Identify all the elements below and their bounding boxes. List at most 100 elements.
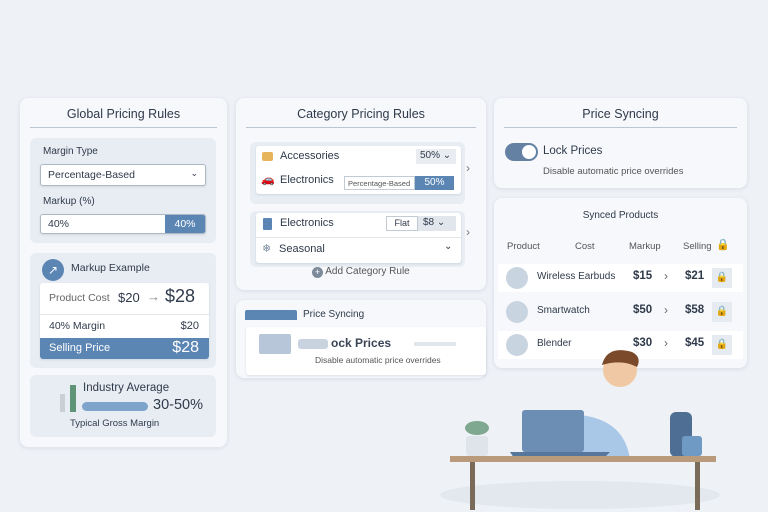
margin-type-label: Margin Type <box>43 146 98 157</box>
divider <box>40 314 209 315</box>
industry-range: 30-50% <box>153 397 203 413</box>
panel-title: Synced Products <box>582 210 659 221</box>
product-name: Smartwatch <box>537 305 590 316</box>
lock-prices-description: Disable automatic price overrides <box>543 166 684 177</box>
product-row[interactable]: Wireless Earbuds $15 › $21 🔒 <box>498 264 743 292</box>
rule-type-select[interactable]: Flat <box>386 216 418 231</box>
product-cost-label: Product Cost <box>49 292 110 304</box>
add-category-rule-button[interactable]: + Add Category Rule <box>312 266 410 278</box>
margin-type-value: Percentage-Based <box>48 169 135 181</box>
price-sync-preview: Price Syncing ock Prices Disable automat… <box>236 300 486 378</box>
panel-title: Category Pricing Rules <box>297 107 425 121</box>
preview-lock-label: ock Prices <box>331 336 392 350</box>
product-selling: $21 <box>685 270 705 282</box>
rule-value: $8 <box>423 217 435 228</box>
product-cost: $15 <box>633 270 653 282</box>
margin-settings: Margin Type Percentage-Based ⌄ Markup (%… <box>30 138 216 243</box>
chevron-right-icon[interactable]: › <box>466 225 470 239</box>
product-name: Blender <box>537 338 572 349</box>
smartwatch-icon <box>506 301 528 323</box>
divider <box>504 127 737 128</box>
markup-value: 40% <box>48 218 70 230</box>
lock-prices-toggle[interactable] <box>505 143 538 161</box>
category-pricing-panel: Category Pricing Rules Accessories 50% ⌄… <box>236 98 486 290</box>
rule-type-select[interactable]: Percentage-Based <box>344 176 415 190</box>
industry-title: Industry Average <box>83 382 170 394</box>
earbuds-icon <box>506 267 528 289</box>
markup-input[interactable]: 40% 40% <box>40 214 206 234</box>
product-name: Wireless Earbuds <box>537 271 616 282</box>
result-price: $28 <box>165 286 196 306</box>
product-cost: $20 <box>118 290 140 305</box>
product-cost: $30 <box>633 337 653 349</box>
snowflake-icon: ❄ <box>262 243 272 255</box>
chevron-right-icon[interactable]: › <box>466 161 470 175</box>
global-pricing-panel: Global Pricing Rules Margin Type Percent… <box>20 98 227 447</box>
arrow-right-icon: → <box>147 289 160 304</box>
plus-circle-icon: + <box>312 267 323 278</box>
rule-value-select[interactable]: 50% ⌄ <box>416 149 456 164</box>
image-icon <box>259 334 291 354</box>
product-row[interactable]: Blender $30 › $45 🔒 <box>498 331 743 359</box>
synced-products-panel: Synced Products Product Cost Markup Sell… <box>494 198 747 368</box>
calculator-icon <box>263 218 272 230</box>
divider <box>30 127 217 128</box>
browser-window-icon <box>245 310 297 320</box>
rule-name: Electronics <box>280 217 334 229</box>
rule-name: Accessories <box>280 150 340 162</box>
person-at-desk-illustration <box>440 350 720 510</box>
toggle-knob <box>522 145 536 159</box>
chevron-right-icon: › <box>664 336 668 350</box>
divider <box>246 127 476 128</box>
lock-icon[interactable]: 🔒 <box>712 335 732 355</box>
rule-group-2: Electronics Flat $8 ⌄ ❄ Seasonal ⌄ <box>250 211 465 267</box>
industry-average: Industry Average 30-50% Typical Gross Ma… <box>30 375 216 437</box>
rule-value-select[interactable]: $8 ⌄ <box>418 216 456 231</box>
chevron-right-icon: › <box>664 269 668 283</box>
rule-group-1: Accessories 50% ⌄ 🚗 Electronics Percenta… <box>250 142 465 204</box>
rule-group-card: Electronics Flat $8 ⌄ ❄ Seasonal ⌄ <box>256 213 461 263</box>
bar-chart-icon <box>60 394 65 412</box>
rule-name: Seasonal <box>279 243 325 255</box>
markup-example: ↗ Markup Example Product Cost $20 → $28 … <box>30 253 216 368</box>
rule-value[interactable]: 50% <box>415 176 454 190</box>
product-row[interactable]: Smartwatch $50 › $58 🔒 <box>498 298 743 326</box>
price-syncing-panel: Price Syncing Lock Prices Disable automa… <box>494 98 747 188</box>
lock-icon[interactable]: 🔒 <box>712 302 732 322</box>
markup-example-title: Markup Example <box>71 262 150 274</box>
chevron-right-icon: › <box>664 303 668 317</box>
lock-icon: 🔒 <box>716 239 730 251</box>
margin-label: 40% Margin <box>49 320 106 332</box>
preview-description: Disable automatic price overrides <box>315 355 441 365</box>
selling-price-label: Selling Price <box>49 342 111 354</box>
markup-label: Markup (%) <box>43 196 95 207</box>
arrow-right-icon <box>298 339 328 349</box>
bar-chart-icon-bar <box>70 385 76 412</box>
box-icon <box>262 152 273 161</box>
product-selling: $58 <box>685 304 705 316</box>
blender-icon <box>506 334 528 356</box>
add-category-rule-label: Add Category Rule <box>325 266 410 277</box>
rule-group-card: Accessories 50% ⌄ 🚗 Electronics Percenta… <box>256 146 461 194</box>
panel-title: Global Pricing Rules <box>66 107 181 121</box>
header-markup: Markup <box>629 241 661 252</box>
divider <box>256 237 461 238</box>
industry-subtitle: Typical Gross Margin <box>70 418 160 429</box>
header-product: Product <box>507 241 540 252</box>
preview-card: ock Prices Disable automatic price overr… <box>246 327 486 375</box>
header-selling: Selling <box>683 241 712 252</box>
margin-type-select[interactable]: Percentage-Based ⌄ <box>40 164 206 186</box>
chevron-down-icon[interactable]: ⌄ <box>444 241 453 252</box>
preview-title: Price Syncing <box>303 309 365 320</box>
product-selling: $45 <box>685 337 705 349</box>
header-cost: Cost <box>575 241 595 252</box>
placeholder-bar <box>414 342 456 346</box>
lock-icon[interactable]: 🔒 <box>712 268 732 288</box>
margin-value: $20 <box>180 320 199 332</box>
selling-price-value: $28 <box>172 339 199 356</box>
panel-title: Price Syncing <box>582 107 659 121</box>
lock-prices-label: Lock Prices <box>543 145 603 157</box>
example-table: Product Cost $20 → $28 40% Margin $20 Se… <box>40 283 209 359</box>
chevron-down-icon: ⌄ <box>190 168 198 178</box>
car-icon: 🚗 <box>261 174 275 186</box>
